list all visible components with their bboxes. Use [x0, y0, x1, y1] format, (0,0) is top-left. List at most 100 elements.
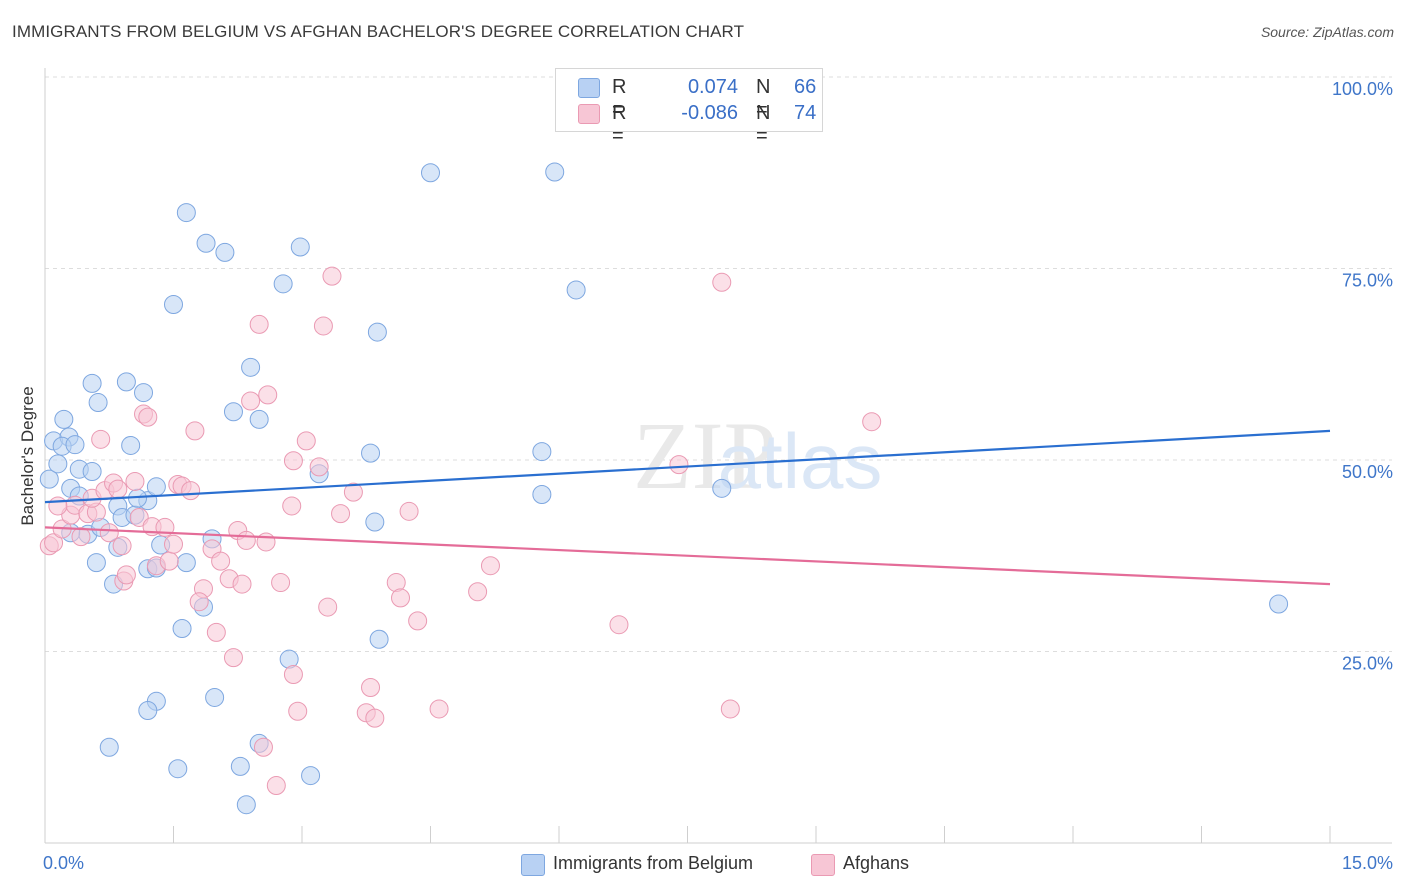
- point-afghans: [211, 551, 231, 571]
- y-tick-label: 75.0%: [1342, 271, 1393, 291]
- legend-swatch-pink: [811, 854, 835, 876]
- legend-swatch-blue: [521, 854, 545, 876]
- trend-line-afghans: [44, 526, 1331, 586]
- point-belgium: [172, 619, 192, 639]
- correlation-legend: R = 0.074 N = 66 R = -0.086 N = 74: [555, 68, 823, 147]
- point-belgium: [82, 373, 102, 393]
- point-afghans: [253, 737, 273, 757]
- point-afghans: [116, 565, 136, 585]
- legend-n-label: N =: [756, 102, 771, 147]
- point-belgium: [48, 454, 68, 474]
- point-belgium: [215, 242, 235, 262]
- point-afghans: [48, 496, 68, 516]
- x-tick-label: 15.0%: [1342, 853, 1393, 873]
- point-afghans: [99, 523, 119, 543]
- point-afghans: [429, 699, 449, 719]
- trend-lines: [44, 429, 1331, 586]
- legend-swatch-blue: [578, 78, 600, 98]
- point-afghans: [331, 504, 351, 524]
- point-belgium: [369, 629, 389, 649]
- point-afghans: [296, 431, 316, 451]
- point-afghans: [318, 597, 338, 617]
- point-belgium: [54, 409, 74, 429]
- point-afghans: [181, 481, 201, 501]
- point-afghans: [669, 455, 689, 475]
- point-belgium: [236, 795, 256, 815]
- point-belgium: [121, 435, 141, 455]
- chart-source: Source: ZipAtlas.com: [1260, 24, 1394, 40]
- point-belgium: [196, 233, 216, 253]
- point-belgium: [164, 295, 183, 315]
- point-afghans: [468, 582, 488, 602]
- legend-label-afghans: Afghans: [843, 853, 910, 873]
- point-belgium: [532, 442, 552, 462]
- legend-swatch-pink: [578, 104, 600, 124]
- point-afghans: [365, 708, 385, 728]
- point-belgium: [273, 274, 293, 294]
- point-afghans: [712, 272, 732, 292]
- point-afghans: [112, 536, 132, 556]
- legend-label-belgium: Immigrants from Belgium: [553, 853, 754, 873]
- point-afghans: [241, 391, 261, 411]
- point-afghans: [189, 592, 209, 612]
- legend-n-value: 66: [794, 76, 817, 98]
- point-belgium: [86, 553, 106, 573]
- point-belgium: [230, 756, 250, 776]
- legend-r-value: 0.074: [687, 76, 738, 98]
- x-tick-label: 0.0%: [43, 853, 84, 873]
- point-belgium: [146, 477, 166, 497]
- point-belgium: [249, 409, 269, 429]
- axes: [44, 68, 1392, 844]
- point-belgium: [290, 237, 310, 257]
- watermark-zip: ZIP: [633, 402, 777, 509]
- y-tick-label: 100.0%: [1332, 79, 1393, 99]
- point-belgium: [365, 512, 385, 532]
- point-belgium: [712, 478, 732, 498]
- point-afghans: [288, 701, 308, 721]
- point-belgium: [1269, 594, 1289, 614]
- y-tick-label: 50.0%: [1342, 462, 1393, 482]
- point-afghans: [720, 699, 740, 719]
- tick-labels: 25.0% 50.0% 75.0% 100.0% 0.0% 15.0%: [43, 79, 1393, 873]
- point-afghans: [129, 507, 149, 527]
- point-afghans: [322, 266, 342, 286]
- point-afghans: [399, 501, 419, 521]
- point-afghans: [609, 615, 629, 635]
- point-afghans: [271, 573, 291, 593]
- legend-n-value: 74: [794, 102, 817, 124]
- point-afghans: [282, 496, 302, 516]
- point-afghans: [71, 527, 91, 547]
- point-afghans: [391, 588, 411, 608]
- chart-title: IMMIGRANTS FROM BELGIUM VS AFGHAN BACHEL…: [12, 22, 745, 41]
- point-belgium: [138, 700, 158, 720]
- point-afghans: [249, 314, 269, 334]
- point-belgium: [134, 383, 154, 403]
- trend-line-belgium: [44, 429, 1331, 504]
- point-afghans: [408, 611, 428, 631]
- point-afghans: [343, 482, 363, 502]
- point-afghans: [236, 530, 256, 550]
- series-legend: Immigrants from Belgium Afghans: [0, 852, 1406, 878]
- point-belgium: [532, 484, 552, 504]
- point-belgium: [65, 435, 85, 455]
- point-belgium: [99, 737, 119, 757]
- point-belgium: [545, 162, 565, 182]
- point-belgium: [168, 759, 188, 779]
- point-afghans: [185, 421, 205, 441]
- point-afghans: [223, 648, 243, 668]
- point-belgium: [88, 393, 108, 413]
- point-afghans: [283, 451, 303, 471]
- point-afghans: [361, 678, 381, 698]
- point-afghans: [125, 471, 145, 491]
- point-afghans: [283, 664, 303, 684]
- point-afghans: [266, 776, 286, 796]
- point-belgium: [176, 203, 196, 223]
- point-afghans: [108, 479, 128, 499]
- y-axis-label: Bachelor's Degree: [18, 386, 37, 525]
- legend-r-value: -0.086: [681, 102, 738, 124]
- point-belgium: [421, 163, 440, 183]
- point-belgium: [361, 443, 381, 463]
- point-afghans: [138, 407, 158, 427]
- point-afghans: [309, 457, 329, 477]
- point-belgium: [82, 461, 102, 481]
